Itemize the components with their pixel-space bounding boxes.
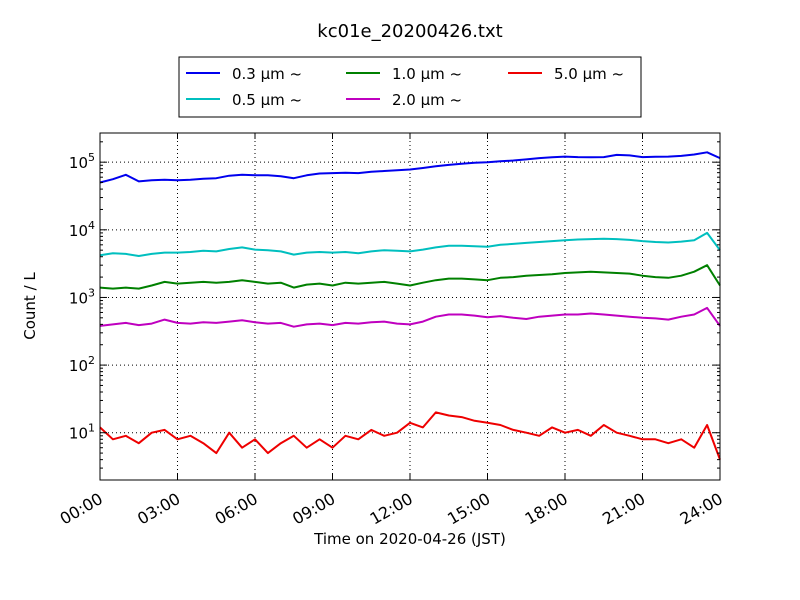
x-tick-label: 03:00 bbox=[134, 489, 183, 529]
legend-label: 2.0 μm ~ bbox=[392, 91, 462, 109]
x-tick-label: 09:00 bbox=[289, 489, 338, 529]
legend-label: 0.5 μm ~ bbox=[232, 91, 302, 109]
x-tick-label: 24:00 bbox=[677, 489, 726, 529]
legend: 0.3 μm ~ 0.5 μm ~ 1.0 μm ~ 2.0 μm ~ 5.0 μm ~ bbox=[178, 56, 642, 118]
x-tick-label: 12:00 bbox=[367, 489, 416, 529]
x-tick-label: 06:00 bbox=[212, 489, 261, 529]
x-tick-label: 21:00 bbox=[599, 489, 648, 529]
chart-title: kc01e_20200426.txt bbox=[317, 21, 502, 42]
series-line-3 bbox=[99, 264, 721, 290]
legend-label: 5.0 μm ~ bbox=[554, 65, 624, 83]
legend-frame bbox=[178, 56, 642, 118]
x-tick-label: 00:00 bbox=[57, 489, 106, 529]
legend-label: 0.3 μm ~ bbox=[232, 65, 302, 83]
x-tick-label: 18:00 bbox=[522, 489, 571, 529]
y-tick-label: 105 bbox=[69, 151, 95, 172]
series-line-2 bbox=[99, 231, 721, 257]
legend-label: 1.0 μm ~ bbox=[392, 65, 462, 83]
series-line-5 bbox=[99, 411, 721, 460]
y-tick-label: 101 bbox=[69, 422, 95, 443]
x-axis-label: Time on 2020-04-26 (JST) bbox=[313, 530, 506, 548]
series-line-1 bbox=[99, 151, 721, 184]
y-tick-label: 103 bbox=[69, 286, 95, 307]
y-axis-label: Count / L bbox=[21, 272, 39, 340]
plot-area: 00:00 03:00 06:00 09:00 12:00 15:00 18:00 21:00… bbox=[57, 132, 726, 529]
series-line-4 bbox=[99, 306, 721, 328]
y-tick-label: 102 bbox=[69, 354, 95, 375]
y-tick-label: 104 bbox=[69, 219, 95, 240]
x-tick-label: 15:00 bbox=[444, 489, 493, 529]
